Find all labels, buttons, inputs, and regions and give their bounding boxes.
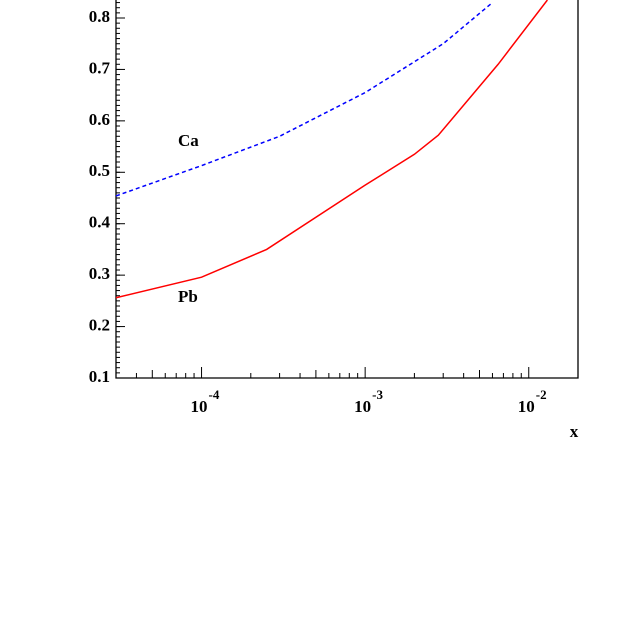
y-tick-label: 0.8 [89,7,110,26]
x-tick-exponent: -3 [372,387,383,402]
x-axis-label: x [570,422,579,441]
x-tick-label: 10 [518,397,535,416]
x-tick-exponent: -4 [209,387,220,402]
series-line [115,1,493,197]
y-tick-label: 0.4 [89,213,111,232]
x-tick-exponent: -2 [536,387,547,402]
y-tick-label: 0.2 [89,315,110,334]
axis-frame [115,0,579,379]
y-tick-label: 0.1 [89,367,110,386]
y-tick-label: 0.5 [89,161,110,180]
series-line [115,0,548,299]
x-tick-label: 10 [354,397,371,416]
series-label: Ca [178,131,199,150]
series-label: Pb [178,287,198,306]
y-tick-label: 0.6 [89,110,110,129]
y-tick-label: 0.3 [89,264,110,283]
y-tick-label: 0.7 [89,58,111,77]
x-tick-label: 10 [191,397,208,416]
